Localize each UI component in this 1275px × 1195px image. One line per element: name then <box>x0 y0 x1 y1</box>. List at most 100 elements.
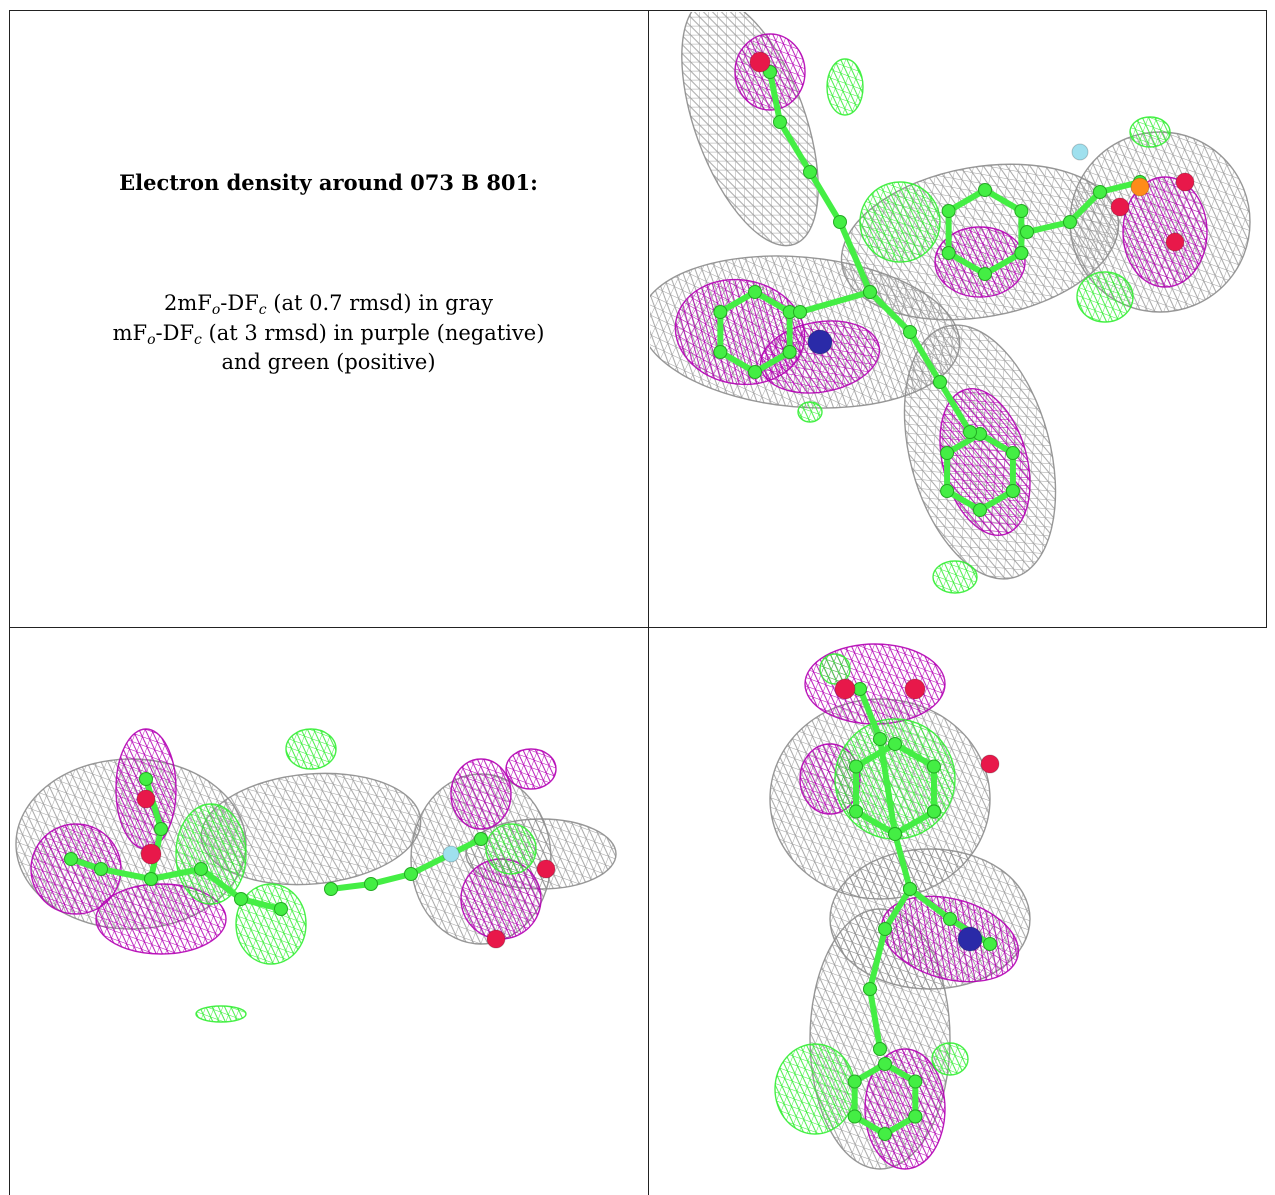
nitrogen-atom <box>958 927 982 951</box>
fluorine-atom <box>443 846 459 862</box>
caption-legend: 2mFo-DFc (at 0.7 rmsd) in gray mFo-DFc (… <box>9 290 648 375</box>
oxygen-atom <box>1166 233 1184 251</box>
legend-2fofc-line: 2mFo-DFc (at 0.7 rmsd) in gray <box>9 290 648 320</box>
atom <box>879 1058 892 1071</box>
atom <box>889 828 902 841</box>
atom <box>804 166 817 179</box>
positive-mesh <box>1077 272 1133 322</box>
oxygen-atom <box>905 679 925 699</box>
atom <box>95 863 108 876</box>
atom <box>904 883 917 896</box>
atom <box>848 1110 861 1123</box>
fluorine-atom <box>1072 144 1088 160</box>
table-middle-border <box>9 627 1267 628</box>
atom <box>850 760 863 773</box>
atom <box>874 733 887 746</box>
atom <box>974 504 987 517</box>
negative-mesh <box>506 749 556 789</box>
atom <box>365 878 378 891</box>
density-view-bottom-right <box>650 629 1265 1194</box>
atom <box>140 773 153 786</box>
atom <box>879 923 892 936</box>
atom <box>904 326 917 339</box>
atom <box>145 873 158 886</box>
atom <box>714 346 727 359</box>
atom <box>794 306 807 319</box>
oxygen-atom <box>537 860 555 878</box>
atom <box>909 1110 922 1123</box>
positive-mesh <box>176 804 246 904</box>
atom <box>1006 485 1019 498</box>
atom <box>942 247 955 260</box>
atom <box>879 1128 892 1141</box>
atom <box>934 376 947 389</box>
atom <box>235 893 248 906</box>
positive-mesh <box>798 402 822 422</box>
atom <box>889 738 902 751</box>
positive-mesh <box>827 59 863 115</box>
table-right-border <box>1266 10 1267 627</box>
oxygen-atom <box>750 52 770 72</box>
atom <box>979 184 992 197</box>
atom <box>864 286 877 299</box>
atom <box>944 913 957 926</box>
atom <box>195 863 208 876</box>
atom <box>834 216 847 229</box>
atom <box>864 983 877 996</box>
atom <box>749 366 762 379</box>
oxygen-atom <box>1176 173 1194 191</box>
atom <box>1021 226 1034 239</box>
positive-mesh <box>860 182 940 262</box>
oxygen-atom <box>137 790 155 808</box>
positive-mesh <box>486 824 536 874</box>
nitrogen-atom <box>808 330 832 354</box>
oxygen-atom <box>1111 198 1129 216</box>
density-view-bottom-left <box>11 629 647 1194</box>
atom <box>1064 216 1077 229</box>
positive-mesh <box>1130 117 1170 147</box>
oxygen-atom <box>141 844 161 864</box>
atom <box>783 346 796 359</box>
legend-positive-line: and green (positive) <box>9 349 648 375</box>
positive-mesh <box>932 1043 968 1075</box>
positive-mesh <box>933 561 977 593</box>
atom <box>874 1043 887 1056</box>
density-image-bottom-left <box>11 629 647 1194</box>
atom <box>749 286 762 299</box>
atom <box>1006 447 1019 460</box>
atom <box>979 268 992 281</box>
atom <box>1015 205 1028 218</box>
positive-mesh <box>286 729 336 769</box>
table-center-border <box>648 10 649 1195</box>
oxygen-atom <box>981 755 999 773</box>
atom <box>942 205 955 218</box>
atom <box>475 833 488 846</box>
atom <box>909 1075 922 1088</box>
caption-title: Electron density around 073 B 801: <box>9 170 648 195</box>
atom <box>941 447 954 460</box>
caption-cell: Electron density around 073 B 801: 2mFo-… <box>9 10 648 627</box>
oxygen-atom <box>835 679 855 699</box>
atom <box>1015 247 1028 260</box>
atom <box>927 805 940 818</box>
atom <box>405 868 418 881</box>
negative-mesh <box>451 759 511 829</box>
atom <box>774 116 787 129</box>
legend-fofc-line: mFo-DFc (at 3 rmsd) in purple (negative) <box>9 320 648 350</box>
atom <box>927 760 940 773</box>
positive-mesh <box>775 1044 855 1134</box>
density-image-bottom-right <box>650 629 1265 1194</box>
phosphorus-atom <box>1131 178 1149 196</box>
atom <box>714 306 727 319</box>
density-image-top-right <box>650 12 1265 626</box>
atom <box>325 883 338 896</box>
atom <box>155 823 168 836</box>
atom <box>65 853 78 866</box>
density-view-top-right <box>650 12 1265 626</box>
atom <box>984 938 997 951</box>
oxygen-atom <box>487 930 505 948</box>
atom <box>848 1075 861 1088</box>
atom <box>850 805 863 818</box>
atom <box>1094 186 1107 199</box>
positive-mesh <box>196 1006 246 1022</box>
